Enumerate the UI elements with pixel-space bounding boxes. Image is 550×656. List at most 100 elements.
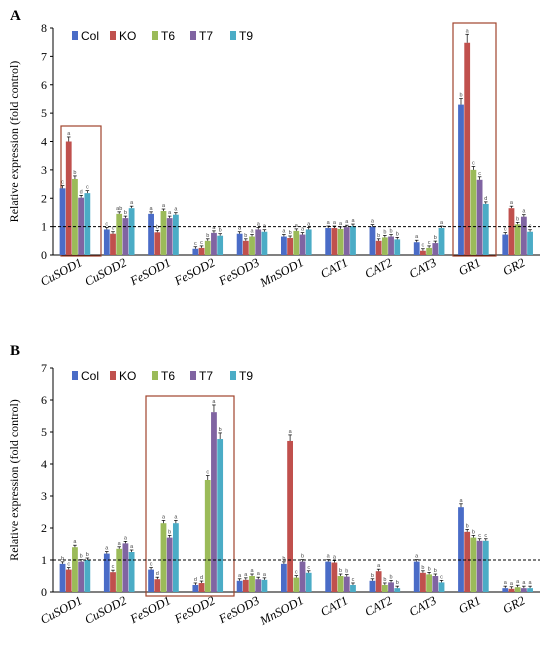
significance-label: c [86,185,89,191]
y-tick-label: 4 [41,457,47,471]
bar-T6-CuSOD1 [72,178,78,255]
significance-label: c [484,533,487,539]
category-label: MnSOD1 [257,593,306,628]
bar-T9-FeSOD1 [172,214,179,255]
significance-label: b [516,216,519,222]
significance-label: b [383,577,386,583]
significance-label: a [529,580,533,586]
bar-KO-FeSOD3 [242,240,249,255]
bar-T6-FeSOD3 [249,576,255,592]
bar-KO-CAT2 [375,571,382,592]
significance-label: b [434,235,437,241]
bar-T9-FeSOD2 [217,439,224,592]
bar-Col-FeSOD2 [192,248,199,255]
significance-label: b [124,210,127,216]
bar-Col-CuSOD1 [59,188,66,255]
bar-T9-CuSOD2 [128,208,135,255]
legend-label-T7: T7 [199,29,213,43]
significance-label: a [522,580,526,586]
legend-swatch-Col [72,31,78,40]
significance-label: b [466,523,469,529]
significance-label: a [150,206,154,212]
legend-label-Col: Col [81,369,99,383]
significance-label: c [422,243,425,249]
bar-Col-FeSOD1 [148,213,154,255]
bar-T6-CAT2 [381,584,388,592]
y-tick-label: 3 [41,163,47,177]
bar-Col-CAT1 [325,228,332,255]
bar-T7-CAT1 [343,576,350,592]
significance-label: a [371,219,375,225]
significance-label: a [289,429,293,435]
bar-T9-CuSOD1 [84,560,91,592]
bar-T7-FeSOD2 [211,412,217,592]
significance-label: a [333,555,337,561]
bar-T6-CuSOD1 [72,547,78,592]
significance-label: b [61,556,64,562]
category-label: MnSOD1 [257,255,306,290]
bar-T6-GR2 [514,587,521,592]
significance-label: b [371,573,374,579]
bar-KO-FeSOD1 [154,579,161,592]
significance-label: b [73,170,76,176]
legend-swatch-KO [110,31,116,40]
category-label: FeSOD2 [171,255,217,288]
significance-label: d [80,189,83,195]
bar-T6-GR2 [514,224,521,255]
legend-swatch-T9 [230,371,236,380]
bar-Col-GR2 [502,588,509,592]
bar-T7-CAT1 [343,227,350,255]
bar-T6-CAT3 [426,247,433,255]
significance-label: c [504,227,507,233]
bar-Col-CuSOD2 [103,229,110,255]
panel-letter: B [10,343,20,359]
significance-label: a [345,219,349,225]
y-tick-label: 1 [41,220,47,234]
significance-label: a [238,226,242,232]
bar-T6-CAT3 [426,574,433,592]
significance-label: a [130,544,134,550]
bar-T9-CuSOD2 [128,552,135,592]
bar-KO-CAT3 [420,572,426,592]
significance-label: b [339,568,342,574]
significance-label: ab [116,206,122,212]
bar-T9-CAT2 [394,239,401,255]
significance-label: a [244,572,248,578]
category-label: CAT1 [318,255,350,281]
bar-KO-CuSOD1 [65,141,72,255]
bar-KO-CAT1 [331,228,338,255]
significance-label: c [67,562,70,568]
legend-label-Col: Col [81,29,99,43]
significance-label: a [162,514,166,520]
category-label: CAT3 [407,593,439,619]
category-label: FeSOD2 [171,593,217,626]
significance-label: c [194,241,197,247]
bar-Col-CAT3 [413,242,420,255]
significance-label: a [105,546,109,552]
significance-label: a [307,221,311,227]
bar-T7-FeSOD2 [211,232,217,255]
significance-label: a [250,229,254,235]
category-label: GR2 [500,593,527,616]
significance-label: b [86,552,89,558]
bar-T6-FeSOD1 [160,523,167,592]
bar-KO-FeSOD2 [198,247,205,255]
significance-label: a [301,227,305,233]
bar-T9-CAT1 [350,226,356,255]
bar-T6-FeSOD2 [204,480,211,592]
significance-label: b [428,566,431,572]
category-label: FeSOD1 [127,593,173,626]
bar-T6-FeSOD3 [249,236,255,255]
significance-label: a [282,229,286,235]
significance-label: d [194,577,197,583]
significance-label: c [307,565,310,571]
significance-label: b [396,580,399,586]
significance-label: a [212,399,216,405]
y-tick-label: 5 [41,425,47,439]
bar-T9-CAT1 [350,584,356,592]
bar-T7-CuSOD2 [122,543,129,592]
legend-label-T9: T9 [239,29,253,43]
bar-KO-MnSOD1 [287,237,293,255]
significance-label: b [206,233,209,239]
significance-label: c [112,226,115,232]
